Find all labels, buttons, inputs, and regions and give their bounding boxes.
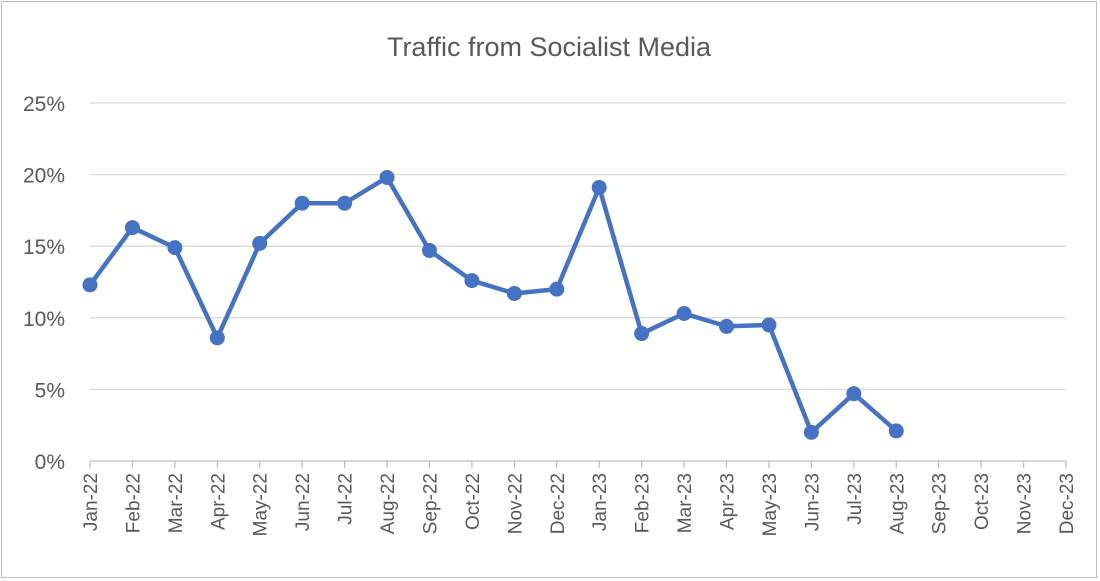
x-tick-label: Sep-22 xyxy=(420,473,441,534)
x-tick-label: Oct-23 xyxy=(972,473,993,530)
data-point xyxy=(549,281,565,297)
data-point xyxy=(167,240,183,256)
data-point xyxy=(209,330,225,346)
data-point xyxy=(294,195,310,211)
y-tick-label: 20% xyxy=(23,165,65,188)
data-point xyxy=(803,424,819,440)
data-point xyxy=(888,423,904,439)
x-tick-label: Jun-22 xyxy=(293,473,314,531)
data-point xyxy=(337,195,353,211)
x-tick-label: Sep-23 xyxy=(930,473,951,534)
x-tick-label: Jan-22 xyxy=(81,473,102,531)
x-tick-label: Apr-23 xyxy=(718,473,739,530)
x-tick-label: Jul-22 xyxy=(336,473,357,525)
y-tick-label: 25% xyxy=(23,93,65,116)
data-point xyxy=(506,285,522,301)
x-tick-label: Feb-23 xyxy=(633,473,654,533)
data-point xyxy=(676,306,692,322)
x-tick-label: Jul-23 xyxy=(845,473,866,525)
x-tick-label: Oct-22 xyxy=(463,473,484,530)
data-point xyxy=(82,277,98,293)
series-line xyxy=(88,175,898,435)
x-tick-label: May-22 xyxy=(251,473,272,536)
x-tick-label: Mar-23 xyxy=(675,473,696,533)
data-point xyxy=(761,317,777,333)
data-point xyxy=(252,235,268,251)
y-tick-label: 10% xyxy=(23,308,65,331)
x-tick-label: Feb-22 xyxy=(123,473,144,533)
data-point xyxy=(379,169,395,185)
data-point xyxy=(464,273,480,289)
x-tick-label: Nov-22 xyxy=(505,473,526,534)
x-tick-label: Dec-22 xyxy=(548,473,569,534)
data-point xyxy=(719,318,735,334)
x-tick-label: Dec-23 xyxy=(1057,473,1078,534)
data-point xyxy=(634,326,650,342)
x-tick-label: May-23 xyxy=(760,473,781,536)
y-tick-label: 5% xyxy=(35,379,65,402)
x-tick-label: Jun-23 xyxy=(802,473,823,531)
y-tick-label: 15% xyxy=(23,236,65,259)
chart-title: Traffic from Socialist Media xyxy=(387,32,712,62)
data-point xyxy=(421,242,437,258)
data-point xyxy=(591,179,607,195)
data-point xyxy=(846,386,862,402)
x-tick-label: Jan-23 xyxy=(590,473,611,531)
data-point xyxy=(124,220,140,236)
x-tick-label: Apr-22 xyxy=(208,473,229,530)
x-tick-label: Mar-22 xyxy=(166,473,187,533)
x-tick-label: Aug-22 xyxy=(378,473,399,534)
x-tick-label: Aug-23 xyxy=(887,473,908,534)
y-tick-label: 0% xyxy=(35,451,65,474)
x-tick-label: Nov-23 xyxy=(1015,473,1036,534)
